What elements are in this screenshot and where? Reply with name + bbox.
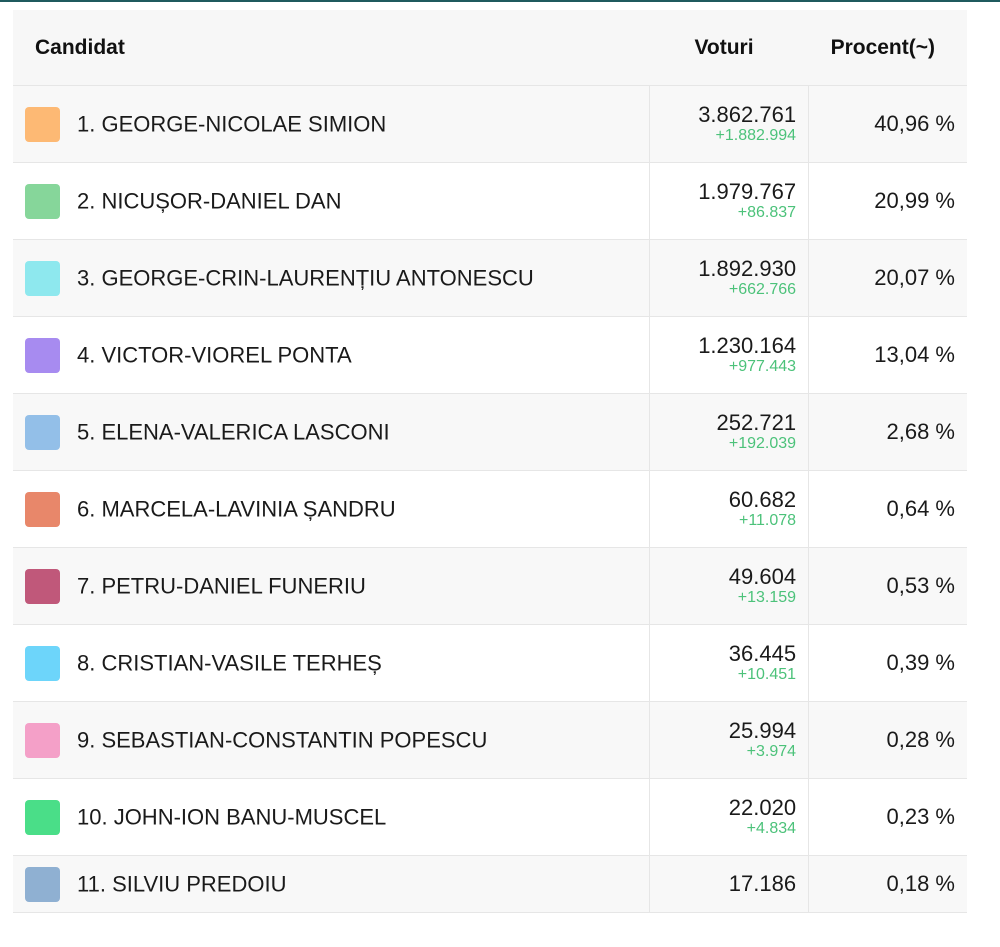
- candidate-cell: 8. CRISTIAN-VASILE TERHEȘ: [13, 624, 650, 702]
- votes-value: 3.862.761: [698, 102, 797, 127]
- candidate-name: 7. PETRU-DANIEL FUNERIU: [77, 573, 366, 598]
- votes-cell: 3.862.761 +1.882.994: [649, 85, 809, 163]
- percent-cell: 0,53 %: [808, 547, 967, 625]
- candidate-cell: 1. GEORGE-NICOLAE SIMION: [13, 85, 650, 163]
- percent-cell: 0,64 %: [808, 470, 967, 548]
- votes-cell: 25.994 +3.974: [649, 701, 809, 779]
- votes-delta: +86.837: [737, 204, 797, 221]
- votes-value: 1.892.930: [698, 256, 797, 281]
- top-border: [0, 0, 1000, 2]
- candidate-name: 2. NICUȘOR-DANIEL DAN: [77, 188, 342, 213]
- color-swatch: [25, 645, 60, 681]
- percent-cell: 40,96 %: [808, 85, 967, 163]
- candidate-name: 10. JOHN-ION BANU-MUSCEL: [77, 804, 387, 829]
- votes-cell: 22.020 +4.834: [649, 778, 809, 856]
- votes-delta: +977.443: [728, 358, 797, 375]
- percent-cell: 0,23 %: [808, 778, 967, 856]
- candidate-name: 3. GEORGE-CRIN-LAURENȚIU ANTONESCU: [77, 265, 534, 290]
- votes-cell: 1.230.164 +977.443: [649, 316, 809, 394]
- votes-delta: +662.766: [728, 281, 797, 298]
- votes-value: 36.445: [728, 641, 797, 666]
- votes-value: 1.230.164: [698, 333, 797, 358]
- votes-delta: +1.882.994: [715, 127, 797, 144]
- votes-value: 60.682: [728, 487, 797, 512]
- table-row: 10. JOHN-ION BANU-MUSCEL 22.020 +4.834 0,…: [13, 778, 967, 856]
- color-swatch: [25, 491, 60, 527]
- table-row: 5. ELENA-VALERICA LASCONI 252.721 +192.03…: [13, 393, 967, 471]
- votes-delta: +3.974: [746, 743, 797, 760]
- color-swatch: [25, 260, 60, 296]
- votes-value: 1.979.767: [698, 179, 797, 204]
- color-swatch: [25, 722, 60, 758]
- percent-cell: 0,39 %: [808, 624, 967, 702]
- header-votes[interactable]: Voturi: [649, 10, 809, 86]
- votes-delta: +13.159: [737, 589, 797, 606]
- votes-cell: 17.186: [649, 855, 809, 913]
- percent-cell: 20,99 %: [808, 162, 967, 240]
- votes-value: 252.721: [716, 410, 797, 435]
- votes-value: 49.604: [728, 564, 797, 589]
- candidate-name: 9. SEBASTIAN-CONSTANTIN POPESCU: [77, 727, 488, 752]
- candidate-cell: 3. GEORGE-CRIN-LAURENȚIU ANTONESCU: [13, 239, 650, 317]
- table-row: 1. GEORGE-NICOLAE SIMION 3.862.761 +1.882…: [13, 85, 967, 163]
- candidate-cell: 9. SEBASTIAN-CONSTANTIN POPESCU: [13, 701, 650, 779]
- votes-cell: 1.979.767 +86.837: [649, 162, 809, 240]
- votes-value: 17.186: [728, 871, 797, 896]
- votes-delta: +10.451: [737, 666, 797, 683]
- color-swatch: [25, 866, 60, 902]
- table-row: 7. PETRU-DANIEL FUNERIU 49.604 +13.159 0,…: [13, 547, 967, 625]
- candidate-name: 1. GEORGE-NICOLAE SIMION: [77, 111, 387, 136]
- table-row: 6. MARCELA-LAVINIA ȘANDRU 60.682 +11.078 …: [13, 470, 967, 548]
- color-swatch: [25, 337, 60, 373]
- votes-cell: 252.721 +192.039: [649, 393, 809, 471]
- candidate-name: 4. VICTOR-VIOREL PONTA: [77, 342, 352, 367]
- results-table: Candidat Voturi Procent(~) 1. GEORGE-NIC…: [13, 10, 967, 913]
- table-row: 4. VICTOR-VIOREL PONTA 1.230.164 +977.443…: [13, 316, 967, 394]
- table-row: 2. NICUȘOR-DANIEL DAN 1.979.767 +86.837 2…: [13, 162, 967, 240]
- votes-delta: +192.039: [728, 435, 797, 452]
- percent-cell: 0,18 %: [808, 855, 967, 913]
- table-header: Candidat Voturi Procent(~): [13, 10, 967, 86]
- votes-value: 25.994: [728, 718, 797, 743]
- color-swatch: [25, 799, 60, 835]
- color-swatch: [25, 414, 60, 450]
- votes-value: 22.020: [728, 795, 797, 820]
- color-swatch: [25, 106, 60, 142]
- table-row: 3. GEORGE-CRIN-LAURENȚIU ANTONESCU 1.892…: [13, 239, 967, 317]
- candidate-cell: 11. SILVIU PREDOIU: [13, 855, 650, 913]
- candidate-name: 11. SILVIU PREDOIU: [77, 871, 287, 896]
- header-percent[interactable]: Procent(~): [808, 10, 967, 86]
- candidate-cell: 5. ELENA-VALERICA LASCONI: [13, 393, 650, 471]
- percent-cell: 20,07 %: [808, 239, 967, 317]
- percent-cell: 13,04 %: [808, 316, 967, 394]
- votes-delta: +4.834: [746, 820, 797, 837]
- table-row: 9. SEBASTIAN-CONSTANTIN POPESCU 25.994 +3…: [13, 701, 967, 779]
- table-row: 11. SILVIU PREDOIU 17.186 0,18 %: [13, 855, 967, 913]
- votes-cell: 60.682 +11.078: [649, 470, 809, 548]
- candidate-cell: 2. NICUȘOR-DANIEL DAN: [13, 162, 650, 240]
- votes-delta: +11.078: [738, 512, 797, 529]
- table-row: 8. CRISTIAN-VASILE TERHEȘ 36.445 +10.451 …: [13, 624, 967, 702]
- percent-cell: 2,68 %: [808, 393, 967, 471]
- candidate-name: 8. CRISTIAN-VASILE TERHEȘ: [77, 650, 382, 675]
- candidate-cell: 10. JOHN-ION BANU-MUSCEL: [13, 778, 650, 856]
- candidate-cell: 7. PETRU-DANIEL FUNERIU: [13, 547, 650, 625]
- votes-cell: 1.892.930 +662.766: [649, 239, 809, 317]
- candidate-cell: 6. MARCELA-LAVINIA ȘANDRU: [13, 470, 650, 548]
- header-candidate[interactable]: Candidat: [13, 10, 650, 86]
- candidate-cell: 4. VICTOR-VIOREL PONTA: [13, 316, 650, 394]
- color-swatch: [25, 568, 60, 604]
- candidate-name: 5. ELENA-VALERICA LASCONI: [77, 419, 390, 444]
- percent-cell: 0,28 %: [808, 701, 967, 779]
- color-swatch: [25, 183, 60, 219]
- candidate-name: 6. MARCELA-LAVINIA ȘANDRU: [77, 496, 396, 521]
- votes-cell: 36.445 +10.451: [649, 624, 809, 702]
- votes-cell: 49.604 +13.159: [649, 547, 809, 625]
